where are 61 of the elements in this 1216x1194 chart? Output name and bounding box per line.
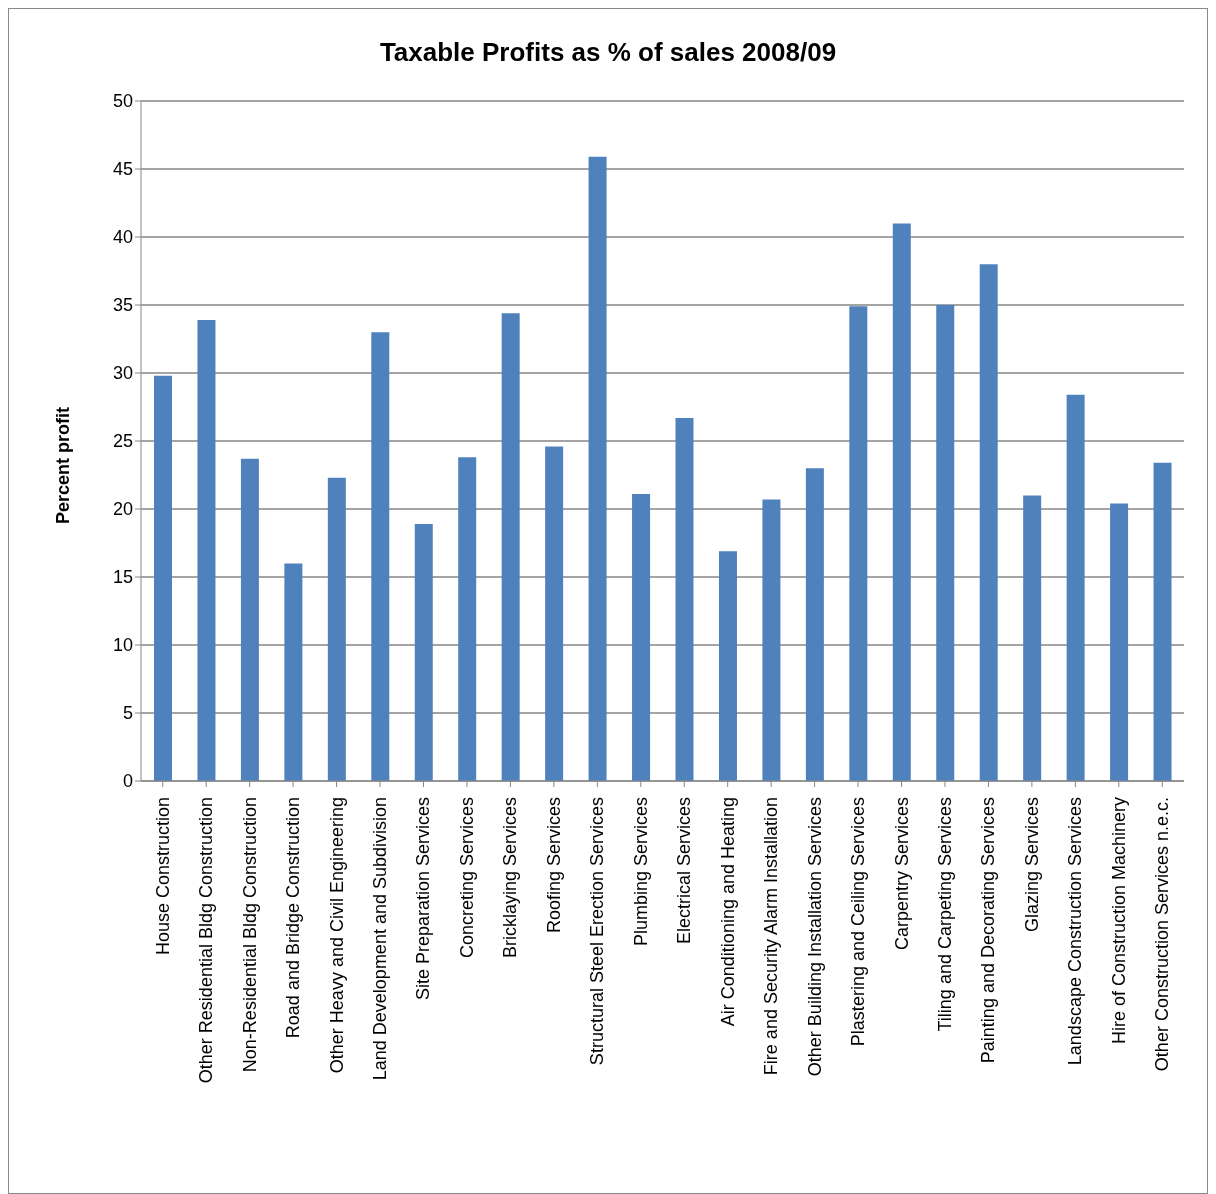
- y-tick-label: 10: [112, 635, 133, 656]
- bar: [327, 477, 346, 781]
- bar: [240, 458, 259, 781]
- x-tick-label: Air Conditioning and Heating: [717, 797, 738, 1027]
- y-axis-title: Percent profit: [53, 406, 74, 524]
- bar: [414, 523, 433, 781]
- bar: [632, 494, 651, 781]
- bar: [849, 306, 868, 781]
- x-tick-label: Hire of Construction Machinery: [1108, 797, 1129, 1045]
- x-tick-label: Structural Steel Erection Services: [587, 797, 608, 1066]
- y-tick-label: 5: [122, 703, 133, 724]
- bar: [979, 264, 998, 781]
- y-tick-label: 15: [112, 567, 133, 588]
- bar: [458, 457, 477, 781]
- y-tick-label: 50: [112, 91, 133, 112]
- x-tick-label: Bricklaying Services: [500, 797, 521, 959]
- x-tick-label: Other Building Installation Services: [804, 797, 825, 1077]
- bar: [936, 305, 955, 781]
- bar: [1153, 462, 1172, 781]
- bar: [718, 551, 737, 781]
- y-tick-label: 45: [112, 159, 133, 180]
- bar: [371, 332, 390, 781]
- y-tick-label: 30: [112, 363, 133, 384]
- x-tick-label: Concreting Services: [456, 797, 477, 959]
- x-tick-label: Other Residential Bldg Construction: [196, 797, 217, 1084]
- x-tick-label: Site Preparation Services: [413, 797, 434, 1001]
- x-tick-label: Land Development and Subdivision: [370, 797, 391, 1081]
- x-tick-label: Painting and Decorating Services: [978, 797, 999, 1064]
- x-tick-label: Landscape Construction Services: [1065, 797, 1086, 1066]
- bar: [805, 468, 824, 781]
- bar: [675, 417, 694, 781]
- bar: [154, 375, 172, 781]
- x-tick-label: Roofing Services: [543, 797, 564, 934]
- bar: [1023, 495, 1042, 781]
- x-tick-label: Tiling and Carpeting Services: [934, 797, 955, 1032]
- y-tick-label: 40: [112, 227, 133, 248]
- y-tick-label: 20: [112, 499, 133, 520]
- x-tick-label: Plumbing Services: [630, 797, 651, 947]
- x-tick-label: Fire and Security Alarm Installation: [761, 797, 782, 1076]
- x-tick-label: Non-Residential Bldg Construction: [239, 797, 260, 1073]
- x-tick-label: Other Heavy and Civil Engineering: [326, 797, 347, 1074]
- x-tick-label: Electrical Services: [674, 797, 695, 945]
- bar: [545, 446, 564, 781]
- x-tick-label: Carpentry Services: [891, 797, 912, 951]
- bar: [284, 563, 303, 781]
- x-tick-label: House Construction: [152, 797, 173, 956]
- bar: [588, 156, 607, 781]
- bar: [1066, 394, 1085, 781]
- x-tick-label: Other Construction Services n.e.c.: [1152, 797, 1173, 1072]
- bar: [1110, 503, 1129, 781]
- bar: [762, 499, 781, 781]
- bar: [197, 319, 216, 781]
- chart-title: Taxable Profits as % of sales 2008/09: [378, 37, 838, 68]
- x-tick-label: Road and Bridge Construction: [283, 797, 304, 1039]
- bar: [501, 313, 520, 781]
- y-tick-label: 0: [122, 771, 133, 792]
- y-tick-label: 25: [112, 431, 133, 452]
- x-tick-label: Glazing Services: [1021, 797, 1042, 933]
- y-tick-label: 35: [112, 295, 133, 316]
- bar: [892, 223, 911, 781]
- x-tick-label: Plastering and Ceiling Services: [848, 797, 869, 1047]
